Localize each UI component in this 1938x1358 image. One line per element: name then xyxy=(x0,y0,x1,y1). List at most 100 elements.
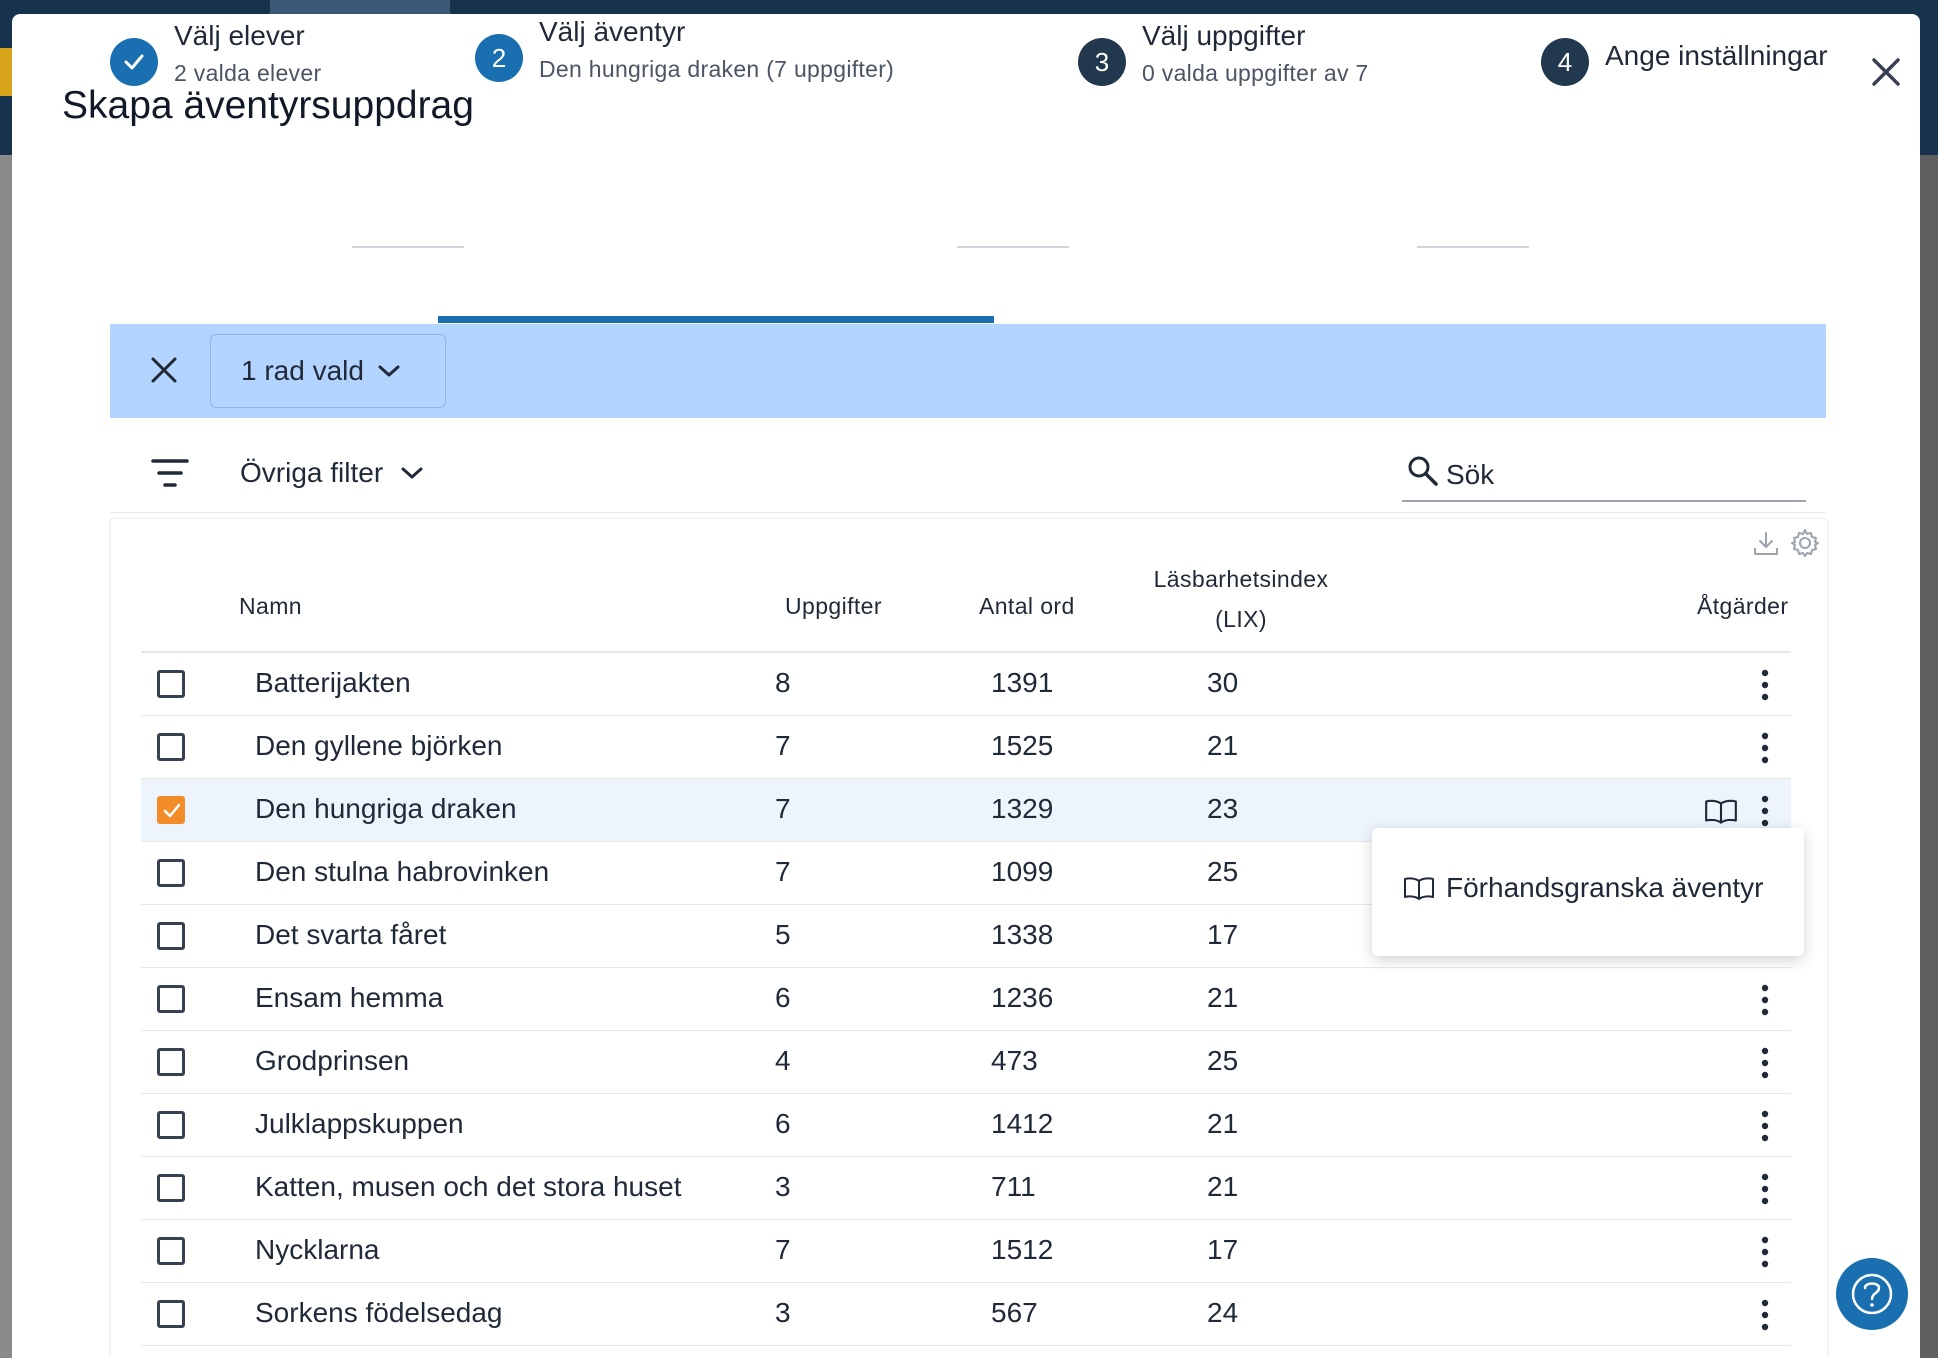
background-tab xyxy=(270,0,450,14)
row-checkbox[interactable] xyxy=(157,985,185,1013)
row-actions-button[interactable] xyxy=(1753,1297,1777,1333)
cell-tasks: 7 xyxy=(775,793,791,824)
clear-selection-button[interactable] xyxy=(146,352,182,388)
row-actions-button[interactable] xyxy=(1753,730,1777,766)
step-complete-check xyxy=(110,38,158,86)
row-checkbox[interactable] xyxy=(157,796,185,824)
cell-words: 1512 xyxy=(991,1234,1054,1265)
other-filters-label: Övriga filter xyxy=(240,457,384,488)
table-tools xyxy=(1747,525,1827,565)
table-row[interactable]: Den gyllene björken 7 1525 21 xyxy=(141,716,1791,779)
more-vertical-icon xyxy=(1761,1236,1769,1268)
row-actions-button[interactable] xyxy=(1753,667,1777,703)
download-icon[interactable] xyxy=(1751,529,1781,559)
cell-name: Den stulna habrovinken xyxy=(255,856,550,887)
close-icon xyxy=(1872,58,1900,86)
column-header-name[interactable]: Namn xyxy=(239,593,302,619)
row-actions-button[interactable] xyxy=(1753,1045,1777,1081)
cell-tasks: 7 xyxy=(775,856,791,887)
table-row[interactable]: Den stulna habrovinken 7 1099 25 xyxy=(141,842,1791,905)
table-row[interactable]: Sorkens födelsedag 3 567 24 xyxy=(141,1283,1791,1346)
filter-icon xyxy=(151,459,189,487)
cell-lix: 21 xyxy=(1207,1108,1239,1139)
cell-name: Ensam hemma xyxy=(255,982,444,1013)
row-actions-button[interactable] xyxy=(1753,982,1777,1018)
cell-lix: 17 xyxy=(1207,919,1239,950)
row-actions-button[interactable] xyxy=(1753,793,1777,829)
cell-name: Den gyllene björken xyxy=(255,730,503,761)
help-button[interactable] xyxy=(1836,1258,1908,1330)
table-row[interactable]: Strandsatta4103819 xyxy=(141,1346,1791,1358)
cell-tasks: 7 xyxy=(775,730,791,761)
table-row[interactable]: Julklappskuppen 6 1412 21 xyxy=(141,1094,1791,1157)
step-title: Ange inställningar xyxy=(1605,40,1828,71)
background-badge xyxy=(0,48,12,96)
selected-rows-dropdown[interactable]: 1 rad vald xyxy=(210,334,446,408)
row-checkbox[interactable] xyxy=(157,1300,185,1328)
cell-lix: 30 xyxy=(1207,667,1239,698)
table-row[interactable]: Batterijakten 8 1391 30 xyxy=(141,653,1791,716)
step-connector xyxy=(957,246,1069,248)
cell-tasks: 6 xyxy=(775,982,791,1013)
search-icon xyxy=(1408,456,1438,486)
cell-tasks: 5 xyxy=(775,919,791,950)
cell-tasks: 6 xyxy=(775,1108,791,1139)
more-vertical-icon xyxy=(1761,795,1769,827)
close-modal-button[interactable] xyxy=(1864,50,1908,94)
row-checkbox[interactable] xyxy=(157,1048,185,1076)
cell-lix: 17 xyxy=(1207,1234,1239,1265)
cell-name: Det svarta fåret xyxy=(255,919,447,950)
book-open-icon xyxy=(1705,799,1737,824)
step-subtitle: 0 valda uppgifter av 7 xyxy=(1142,60,1369,86)
table-row[interactable]: Ensam hemma 6 1236 21 xyxy=(141,968,1791,1031)
cell-words: 1236 xyxy=(991,982,1054,1013)
active-step-indicator xyxy=(438,316,994,323)
cell-name: Julklappskuppen xyxy=(255,1108,464,1139)
more-vertical-icon xyxy=(1761,1299,1769,1331)
gear-icon[interactable] xyxy=(1789,527,1821,559)
cell-words: 1099 xyxy=(991,856,1054,887)
row-checkbox[interactable] xyxy=(157,670,185,698)
more-vertical-icon xyxy=(1761,984,1769,1016)
cell-words: 1338 xyxy=(991,919,1054,950)
step-connector xyxy=(352,246,464,248)
table-body: Batterijakten 8 1391 30 Den gyllene björken 7… xyxy=(141,653,1791,1358)
more-vertical-icon xyxy=(1761,1110,1769,1142)
chevron-down-icon xyxy=(401,467,423,479)
row-checkbox[interactable] xyxy=(157,859,185,887)
column-header-actions: Åtgärder xyxy=(1697,593,1789,619)
step-title: Välj uppgifter xyxy=(1142,20,1306,51)
row-actions-button[interactable] xyxy=(1753,1234,1777,1270)
row-actions-button[interactable] xyxy=(1753,1108,1777,1144)
cell-tasks: 7 xyxy=(775,1234,791,1265)
cell-name: Den hungriga draken xyxy=(255,793,517,824)
close-icon xyxy=(151,357,177,383)
cell-tasks: 3 xyxy=(775,1297,791,1328)
search-field xyxy=(1402,448,1806,502)
search-input[interactable] xyxy=(1444,454,1788,496)
other-filters-button[interactable]: Övriga filter xyxy=(240,448,425,498)
row-actions-button[interactable] xyxy=(1753,1171,1777,1207)
column-header-lix[interactable]: Läsbarhetsindex (LIX) xyxy=(1141,559,1341,639)
check-icon xyxy=(163,803,181,818)
cell-words: 1525 xyxy=(991,730,1054,761)
row-checkbox[interactable] xyxy=(157,1237,185,1265)
filter-button[interactable] xyxy=(150,456,190,490)
background-overlay xyxy=(1920,155,1938,1358)
column-header-tasks[interactable]: Uppgifter xyxy=(785,593,882,619)
column-header-words[interactable]: Antal ord xyxy=(979,593,1075,619)
row-checkbox[interactable] xyxy=(157,1174,185,1202)
more-vertical-icon xyxy=(1761,669,1769,701)
table-row[interactable]: Katten, musen och det stora huset 3 711 21 xyxy=(141,1157,1791,1220)
table-row[interactable]: Nycklarna 7 1512 17 xyxy=(141,1220,1791,1283)
cell-words: 1391 xyxy=(991,667,1054,698)
table-row[interactable]: Grodprinsen 4 473 25 xyxy=(141,1031,1791,1094)
row-checkbox[interactable] xyxy=(157,733,185,761)
row-checkbox[interactable] xyxy=(157,1111,185,1139)
book-open-icon xyxy=(1404,877,1434,900)
preview-row-button[interactable] xyxy=(1703,797,1739,825)
filter-toolbar: Övriga filter xyxy=(110,434,1826,513)
row-checkbox[interactable] xyxy=(157,922,185,950)
cell-name: Batterijakten xyxy=(255,667,411,698)
preview-adventure-menu-item[interactable]: Förhandsgranska äventyr xyxy=(1402,872,1764,904)
